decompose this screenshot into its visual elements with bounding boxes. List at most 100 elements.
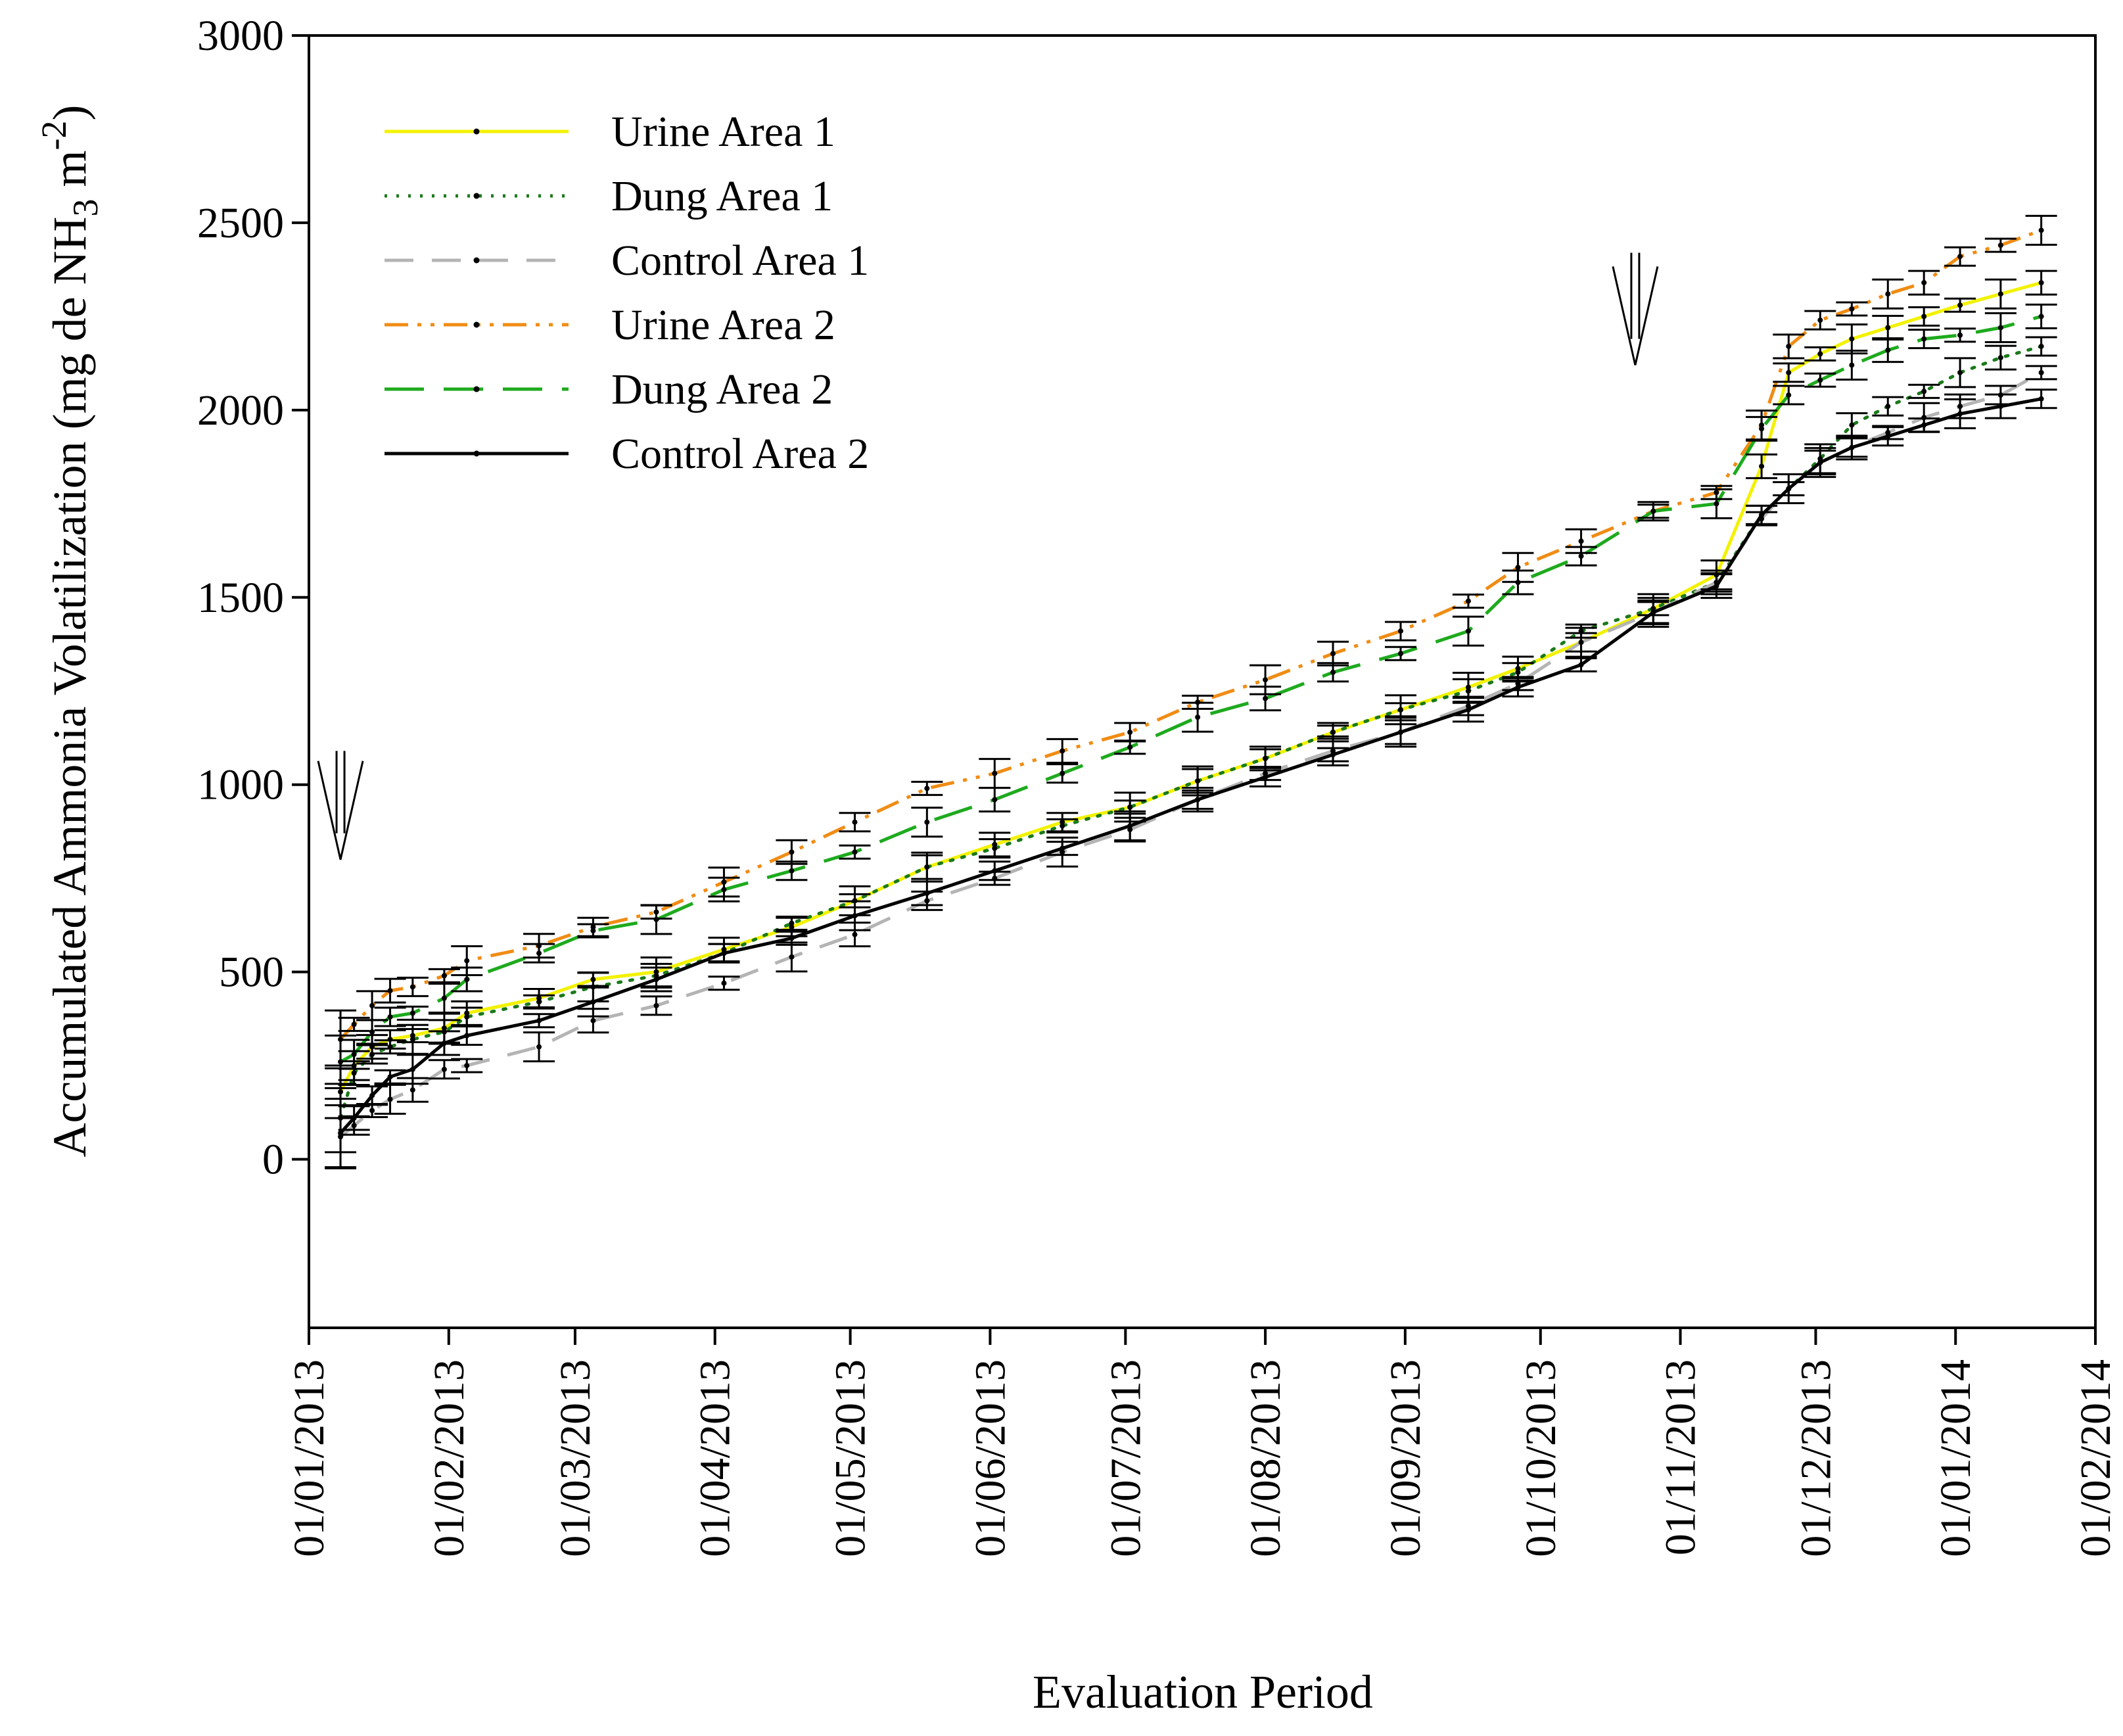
error-bar [1908,329,1940,350]
error-bar [911,807,943,838]
error-bar [396,976,429,997]
arrow-head [317,761,364,860]
error-bar [1249,686,1282,712]
error-bar [1836,301,1868,317]
error-bar [1773,333,1805,360]
error-bar [911,880,943,906]
legend-label: Dung Area 1 [611,172,833,220]
y-tick-label: 0 [262,1136,284,1184]
error-bar [325,1098,357,1169]
error-bar [396,1005,429,1021]
error-bar [1046,763,1079,784]
error-bar [1872,337,1904,364]
error-bar [776,930,808,946]
error-bar [356,1019,388,1045]
errorbar-layer [325,214,2057,1169]
series-line [339,314,2042,1064]
error-bar [1565,657,1597,672]
error-bar [776,839,808,865]
error-bar [1872,426,1904,447]
x-tick-label: 01/12/2013 [1792,1359,1840,1557]
x-tick-label: 01/02/2013 [425,1359,473,1557]
x-tick-label: 01/05/2013 [827,1359,875,1557]
y-axis-title-mid: m [43,150,96,199]
error-bar [451,1025,483,1046]
error-bar [523,1031,555,1063]
x-axis-title: Evaluation Period [1033,1666,1373,1718]
error-bar [374,977,406,1004]
error-bar [523,943,555,964]
error-bar [1804,346,1836,362]
legend-marker [473,321,480,328]
y-tick-label: 2000 [197,387,284,434]
arrow-annotation [317,751,364,860]
error-bar [1872,396,1904,417]
legend-marker [473,193,480,199]
error-bar [911,854,943,880]
error-bar [1804,372,1836,388]
error-bar [1249,748,1282,769]
error-bar [577,986,609,1018]
x-tick-label: 01/09/2013 [1382,1359,1430,1557]
error-bar [1046,818,1079,833]
error-bar [1746,504,1778,525]
error-bar [356,1044,388,1065]
y-tick-label: 3000 [197,12,284,60]
error-bar [1836,349,1868,381]
error-bar [1452,697,1484,723]
error-bar [776,916,808,931]
y-tick-label: 500 [219,949,284,997]
error-bar [839,844,871,860]
error-bar [396,1023,429,1055]
error-bar [1773,362,1805,383]
error-bar [1984,393,2017,419]
arrow-head [1612,266,1659,365]
error-bar [1502,677,1534,698]
legend-marker [473,386,480,392]
error-bar [1836,323,1868,355]
error-bar [1385,621,1416,642]
series-line [339,371,2042,1138]
error-bar [1700,573,1733,599]
error-bar [1746,415,1778,442]
error-bar [451,966,483,993]
error-bar [2025,365,2057,381]
error-bar [523,1013,555,1029]
error-bar [1452,615,1484,647]
y-axis-title-subscript: 3 [66,199,105,216]
error-bar [1908,270,1940,296]
error-bar [776,860,808,881]
x-tick-label: 01/01/2014 [1932,1359,1980,1557]
legend-entry: Dung Area 1 [385,172,833,220]
error-bar [2025,303,2057,329]
error-bar [1944,327,1976,343]
x-tick-label: 01/04/2013 [691,1359,739,1557]
error-bar [1836,412,1868,438]
error-bar [708,975,740,991]
error-bar [428,1059,460,1080]
error-bar [1502,569,1534,596]
error-bar [2025,270,2057,296]
error-bar [776,941,808,973]
error-bar [1385,716,1416,748]
error-bar [1944,398,1976,430]
error-bar [2025,336,2057,357]
error-bar [356,1085,388,1106]
y-axis-title-superscript: -2 [34,120,74,150]
legend-entry: Dung Area 2 [385,365,833,413]
error-bar [1908,417,1940,433]
error-bar [325,1034,357,1089]
axis-layer: 0 500 1000 1500 2000 2500 3000 01/01/2013 01/02/… [197,12,2120,1557]
error-bar [428,1030,460,1056]
error-bar [1804,447,1836,479]
error-bar [1908,306,1940,327]
legend-marker [473,257,480,264]
error-bar [577,923,609,939]
legend-entry: Control Area 2 [385,430,869,478]
error-bar [839,812,871,833]
error-bar [1773,481,1805,497]
y-axis-title-main: Accumulated Ammonia Volatilization (mg d… [43,216,96,1157]
error-bar [2025,214,2057,246]
x-tick-label: 01/11/2013 [1657,1359,1705,1555]
